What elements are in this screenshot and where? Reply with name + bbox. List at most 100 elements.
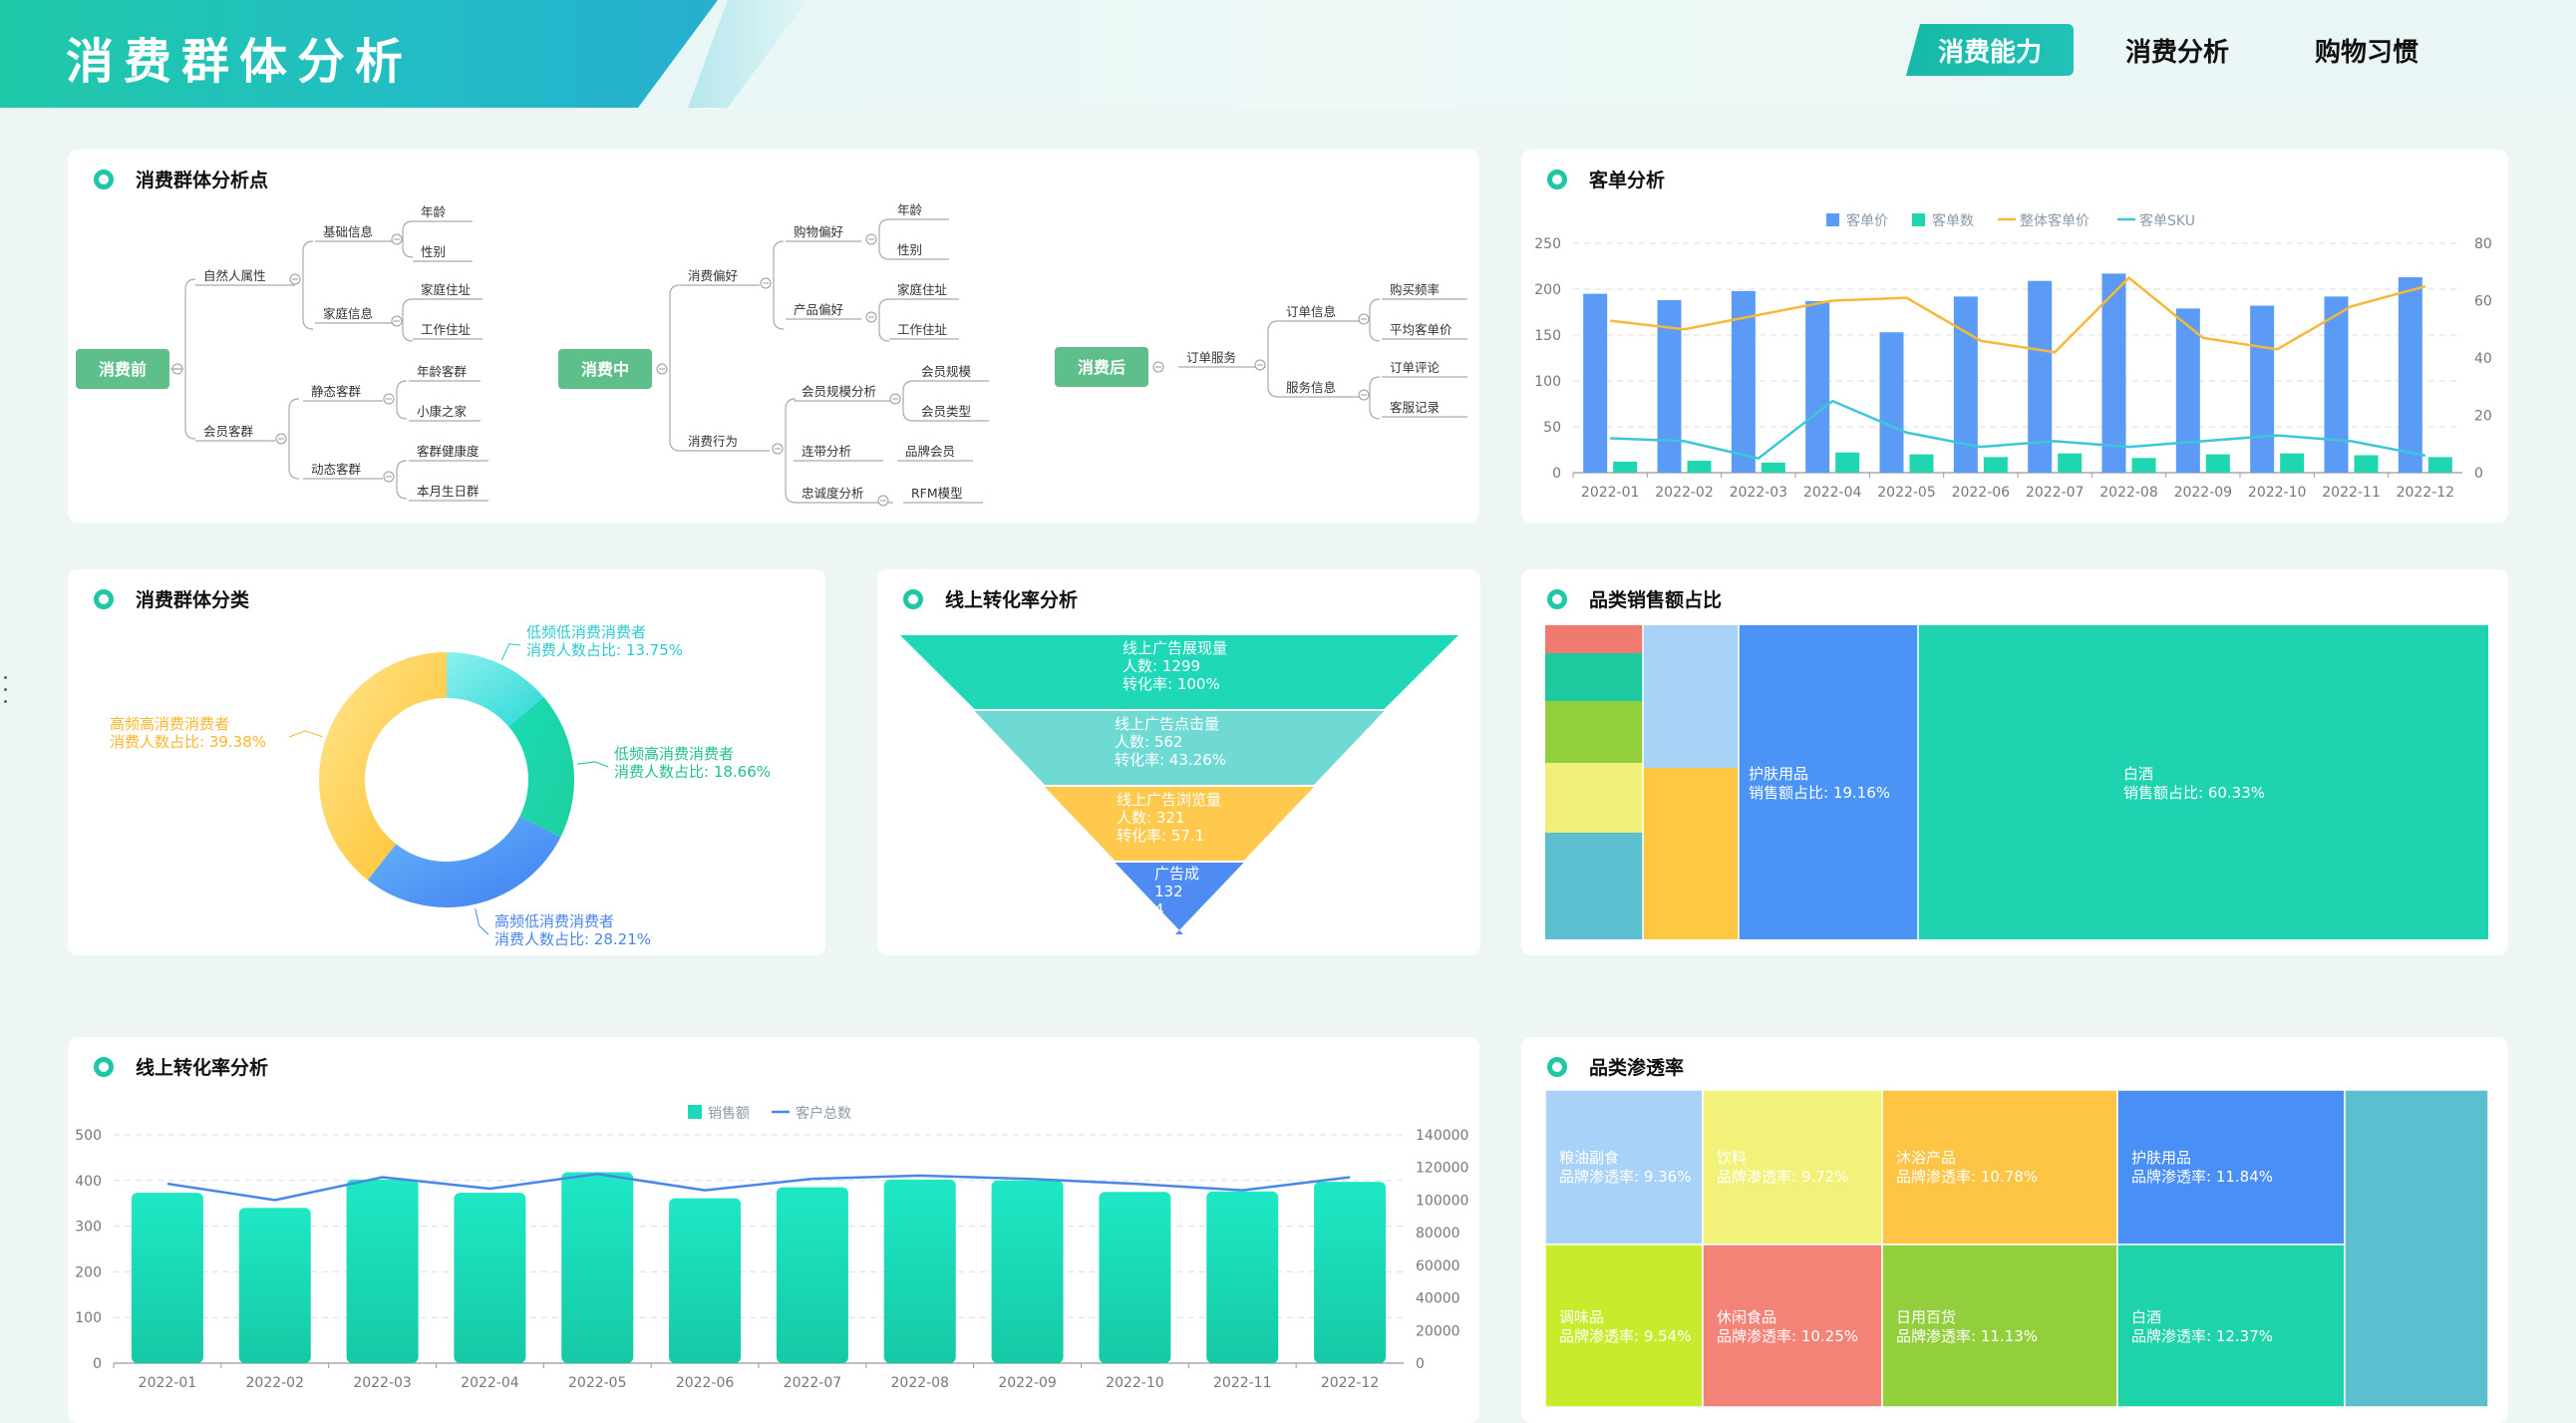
funnel-level[interactable]: [974, 711, 1385, 785]
mindmap-node-loyal[interactable]: 忠诚度分析: [802, 486, 864, 501]
bar[interactable]: [2280, 453, 2305, 473]
mindmap-node-brand[interactable]: 品牌会员: [905, 444, 955, 459]
bar[interactable]: [883, 1179, 956, 1363]
bar[interactable]: [2324, 296, 2349, 473]
donut-slice[interactable]: [447, 652, 544, 727]
mindmap-node-scale[interactable]: 会员规模分析: [802, 384, 876, 399]
penetration-cell[interactable]: [1702, 1244, 1883, 1408]
treemap-cell[interactable]: [1643, 625, 1739, 768]
bar[interactable]: [2175, 308, 2200, 473]
mindmap-node-avgprice[interactable]: 平均客单价: [1390, 322, 1452, 337]
bar[interactable]: [776, 1187, 848, 1363]
series-line[interactable]: [1610, 399, 2426, 460]
bar[interactable]: [2131, 458, 2156, 473]
mindmap-node-dynamic[interactable]: 动态客群: [311, 462, 362, 477]
bar[interactable]: [1099, 1192, 1171, 1363]
mindmap-node-work[interactable]: 工作住址: [421, 322, 472, 337]
bar[interactable]: [561, 1172, 634, 1363]
penetration-cell[interactable]: [2116, 1089, 2346, 1245]
bar[interactable]: [1314, 1182, 1387, 1363]
bar[interactable]: [2058, 453, 2083, 473]
bar[interactable]: [991, 1180, 1064, 1363]
mindmap-node-mtype[interactable]: 会员类型: [921, 404, 971, 419]
mindmap-node-service[interactable]: 服务信息: [1286, 380, 1336, 395]
mindmap-node-work2[interactable]: 工作住址: [897, 322, 948, 337]
penetration-cell[interactable]: [1881, 1089, 2118, 1245]
bar[interactable]: [1879, 332, 1904, 473]
donut-slice[interactable]: [508, 696, 574, 838]
mindmap-node-product[interactable]: 产品偏好: [794, 302, 843, 317]
legend-label[interactable]: 客单数: [1932, 212, 1974, 229]
mindmap-node-kang[interactable]: 小康之家: [417, 404, 468, 419]
bar[interactable]: [2205, 454, 2230, 473]
bar[interactable]: [1613, 461, 1638, 473]
treemap-cell[interactable]: [1545, 763, 1643, 833]
bar[interactable]: [1206, 1191, 1279, 1363]
mindmap-node-freq[interactable]: 购买频率: [1390, 282, 1440, 297]
side-handle-icon[interactable]: [4, 676, 8, 712]
series-line[interactable]: [166, 1172, 1351, 1202]
mindmap-node-orderinfo[interactable]: 订单信息: [1286, 304, 1336, 319]
treemap-cell[interactable]: [1545, 653, 1643, 701]
mindmap-node-age2[interactable]: 年龄: [897, 202, 923, 217]
donut-slice[interactable]: [319, 652, 447, 881]
mindmap-node-gender2[interactable]: 性别: [897, 242, 922, 257]
mindmap-node-review[interactable]: 订单评论: [1390, 360, 1441, 375]
treemap-cell[interactable]: [1545, 625, 1643, 653]
mindmap-node-static[interactable]: 静态客群: [311, 384, 362, 399]
treemap-cell-skincare[interactable]: [1739, 625, 1918, 939]
mindmap-node-gender[interactable]: 性别: [421, 244, 446, 259]
treemap-cell-liquor[interactable]: [1918, 625, 2488, 939]
bar[interactable]: [346, 1179, 419, 1363]
bar[interactable]: [1835, 452, 1860, 473]
penetration-cell[interactable]: [1544, 1244, 1704, 1408]
mindmap-node-agegrp[interactable]: 年龄客群: [417, 364, 468, 379]
legend-label[interactable]: 整体客单价: [2020, 212, 2090, 229]
funnel-level[interactable]: [900, 635, 1458, 709]
bar[interactable]: [1805, 300, 1830, 473]
mindmap-node-natural[interactable]: 自然人属性: [203, 268, 266, 283]
bar[interactable]: [2101, 273, 2126, 473]
legend-label[interactable]: 销售额: [708, 1106, 750, 1122]
bar[interactable]: [454, 1193, 526, 1363]
bar[interactable]: [2250, 305, 2275, 473]
penetration-cell[interactable]: [2344, 1089, 2489, 1408]
mindmap-node-behavior[interactable]: 消费行为: [688, 434, 738, 449]
bar[interactable]: [1761, 462, 1785, 473]
mindmap-node-birthday[interactable]: 本月生日群: [417, 484, 480, 499]
donut-slice[interactable]: [367, 816, 561, 907]
mindmap-node-shopping[interactable]: 购物偏好: [794, 224, 843, 239]
mindmap-node-member[interactable]: 会员客群: [203, 424, 254, 439]
bar[interactable]: [238, 1208, 311, 1363]
mindmap-node-health[interactable]: 客群健康度: [417, 444, 480, 459]
tab-shopping-habits[interactable]: 购物习惯: [2314, 37, 2418, 68]
legend-label[interactable]: 客户总数: [796, 1105, 851, 1122]
mindmap-node-complaint[interactable]: 客服记录: [1390, 400, 1440, 415]
bar[interactable]: [1731, 290, 1756, 473]
legend-label[interactable]: 客单价: [1846, 212, 1888, 229]
mindmap-root-pre[interactable]: [76, 349, 169, 389]
funnel-level[interactable]: [1044, 787, 1315, 861]
treemap-cell[interactable]: [1643, 768, 1739, 939]
mindmap-node-age[interactable]: 年龄: [421, 204, 447, 219]
penetration-cell[interactable]: [2116, 1244, 2346, 1408]
bar[interactable]: [2354, 455, 2379, 473]
legend-swatch[interactable]: [1912, 213, 1925, 226]
tab-consumption-ability[interactable]: 消费能力: [1906, 24, 2074, 76]
bar[interactable]: [1909, 454, 1934, 473]
series-line[interactable]: [1610, 275, 2426, 354]
bar[interactable]: [1687, 461, 1712, 473]
legend-label[interactable]: 客单SKU: [2139, 212, 2195, 229]
bar[interactable]: [2398, 277, 2422, 473]
mindmap-node-home2[interactable]: 家庭住址: [897, 282, 948, 297]
treemap-cell[interactable]: [1545, 833, 1643, 939]
mindmap-node-home[interactable]: 家庭住址: [421, 282, 472, 297]
bar[interactable]: [2427, 457, 2452, 473]
mindmap-node-mscale[interactable]: 会员规模: [921, 364, 972, 379]
bar[interactable]: [2028, 280, 2053, 473]
mindmap-node-rfm[interactable]: RFM模型: [911, 486, 963, 501]
legend-swatch[interactable]: [1826, 213, 1839, 226]
bar[interactable]: [1983, 457, 2008, 473]
mindmap-node-basic[interactable]: 基础信息: [323, 224, 373, 239]
mindmap-node-cont[interactable]: 连带分析: [802, 444, 851, 459]
